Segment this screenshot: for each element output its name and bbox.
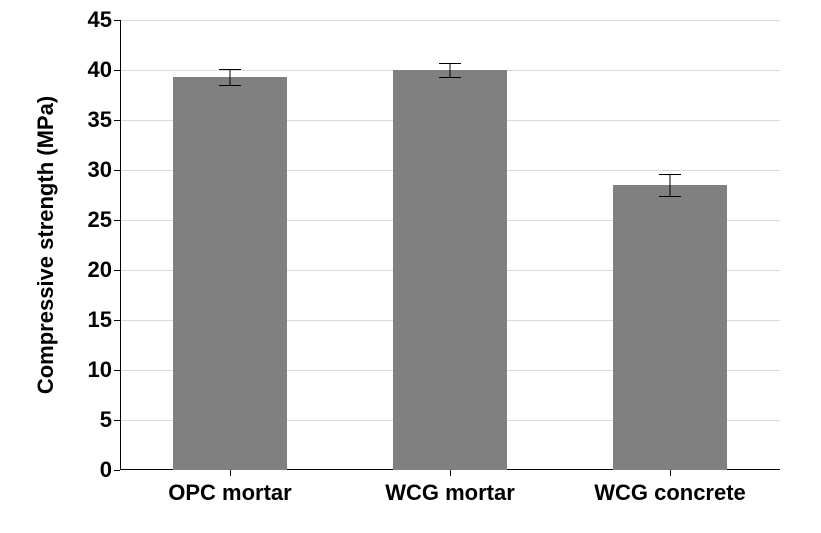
error-bar-stem	[450, 63, 451, 77]
y-axis-line	[120, 20, 121, 470]
y-tick-label: 25	[88, 207, 120, 233]
y-tick-label: 5	[100, 407, 120, 433]
compressive-strength-chart: Compressive strength (MPa) 0510152025303…	[0, 0, 821, 533]
grid-line	[120, 20, 780, 21]
category-label: OPC mortar	[168, 470, 291, 506]
plot-area: 051015202530354045OPC mortarWCG mortarWC…	[120, 20, 780, 470]
y-tick-label: 30	[88, 157, 120, 183]
error-bar-stem	[670, 174, 671, 196]
bar	[393, 70, 507, 470]
error-bar-stem	[230, 69, 231, 85]
y-tick-label: 35	[88, 107, 120, 133]
y-tick-label: 0	[100, 457, 120, 483]
bar	[613, 185, 727, 470]
y-tick-label: 40	[88, 57, 120, 83]
error-bar-cap	[219, 85, 241, 86]
error-bar-cap	[659, 196, 681, 197]
error-bar-cap	[439, 63, 461, 64]
category-label: WCG concrete	[594, 470, 746, 506]
y-tick-label: 20	[88, 257, 120, 283]
y-tick-label: 45	[88, 7, 120, 33]
y-tick-label: 10	[88, 357, 120, 383]
error-bar-cap	[659, 174, 681, 175]
bar	[173, 77, 287, 470]
error-bar-cap	[219, 69, 241, 70]
y-tick-label: 15	[88, 307, 120, 333]
y-axis-label: Compressive strength (MPa)	[33, 96, 59, 394]
error-bar-cap	[439, 77, 461, 78]
category-label: WCG mortar	[385, 470, 515, 506]
